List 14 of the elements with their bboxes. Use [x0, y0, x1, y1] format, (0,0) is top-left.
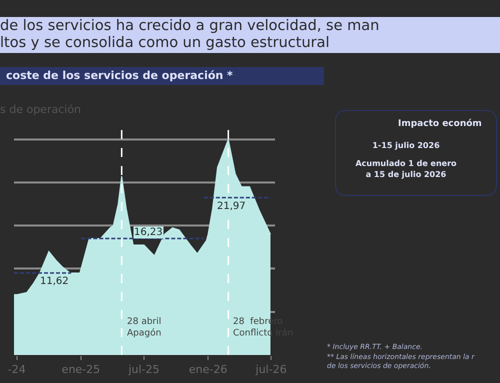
- text: Impacto económ: [398, 119, 482, 129]
- x-tick-label: jul-26: [254, 363, 287, 376]
- text: 1-15 julio 2026: [371, 141, 441, 150]
- chart-subtitle: coste de los servicios de operación *: [0, 67, 324, 85]
- text: Acumulado 1 de enero a 15 de julio 2026: [354, 158, 458, 180]
- chart-title: de los servicios ha crecido a gran velocidad, se man ltos y se consolida como un gasto estructural: [0, 17, 500, 53]
- ref-line-label: 28 abril Apagón: [127, 317, 162, 339]
- x-tick-label: ene-25: [62, 363, 100, 376]
- x-tick-label: jul-25: [127, 363, 160, 376]
- x-tick-label: -24: [8, 363, 26, 376]
- x-tick-label: ene-26: [188, 363, 228, 376]
- annotation: 21,97: [217, 201, 246, 212]
- annotation: 16,23: [134, 227, 163, 238]
- annotation: 11,62: [40, 276, 69, 287]
